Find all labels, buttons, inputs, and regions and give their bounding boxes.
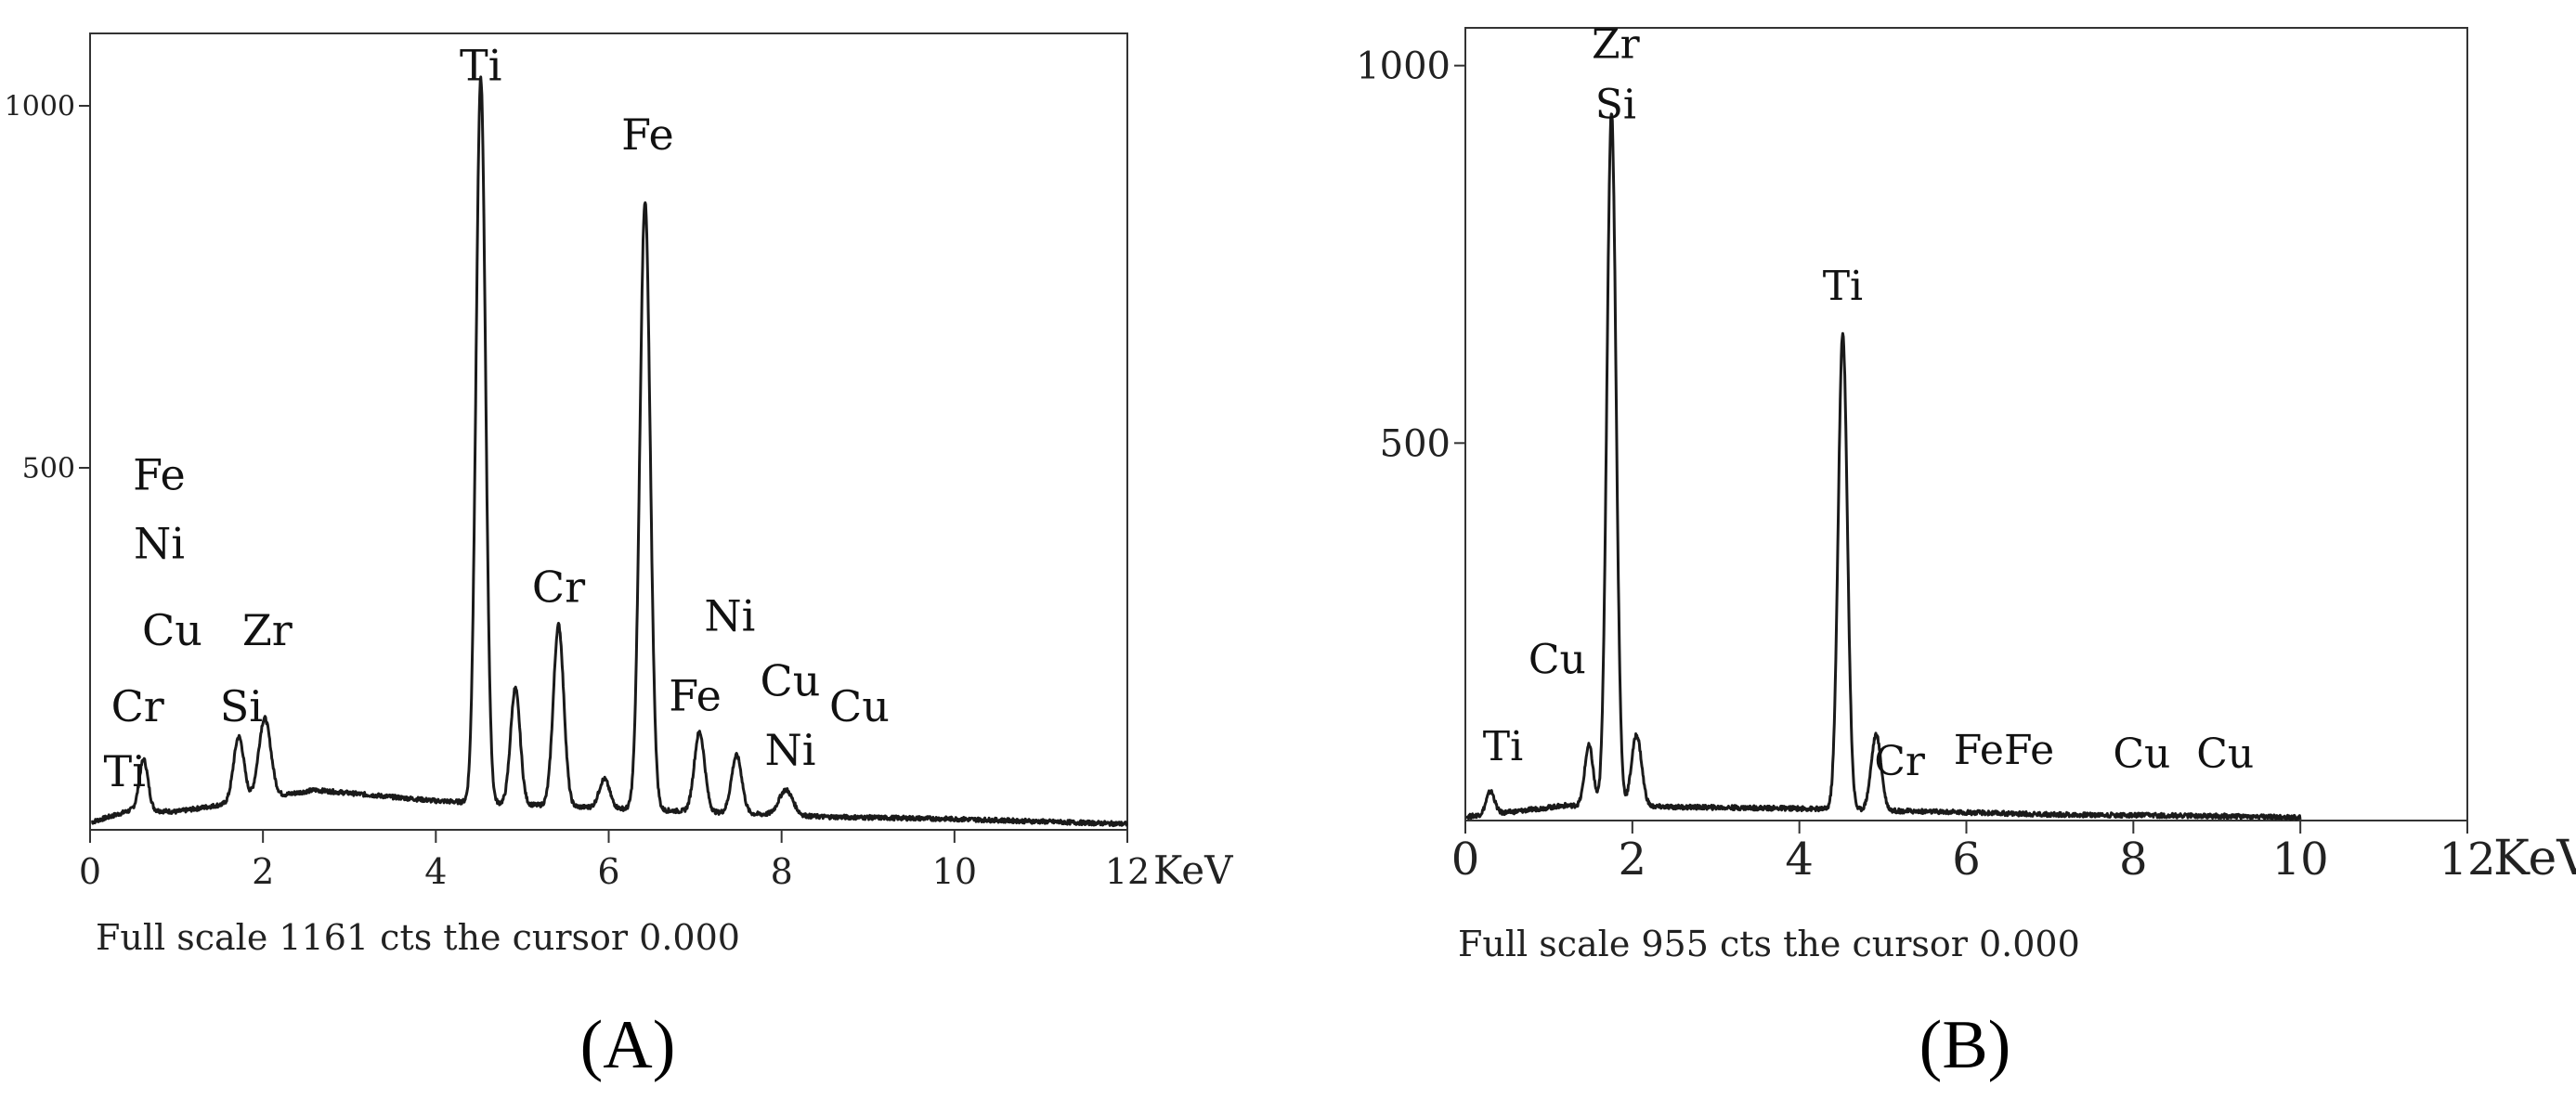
peak-element-label: Ti bbox=[1483, 723, 1523, 770]
x-tick-label: 8 bbox=[2119, 834, 2148, 886]
x-tick-label: 2 bbox=[1619, 834, 1647, 886]
x-tick-label: 8 bbox=[771, 851, 793, 892]
peak-element-label: Cu bbox=[142, 605, 202, 655]
peak-element-label: Fe bbox=[133, 449, 186, 499]
peak-element-label: Si bbox=[220, 681, 263, 731]
spectrum-line bbox=[1465, 112, 2302, 821]
full-scale-caption: Full scale 955 cts the cursor 0.000 bbox=[1458, 924, 2080, 964]
peak-element-label: Cu bbox=[1529, 636, 1586, 683]
peak-element-label: Cu bbox=[829, 681, 890, 731]
peak-element-label: Ni bbox=[704, 591, 755, 641]
peak-element-label: Ti bbox=[460, 41, 501, 91]
panel-label: (A) bbox=[580, 1007, 676, 1083]
y-tick-label: 1000 bbox=[1356, 45, 1451, 88]
peak-element-label: Ni bbox=[134, 519, 185, 569]
x-tick-label: 6 bbox=[597, 851, 619, 892]
peak-element-label: Cu bbox=[2113, 731, 2170, 778]
x-tick-label: 0 bbox=[1451, 834, 1480, 886]
x-axis-unit: KeV bbox=[2493, 831, 2576, 886]
peak-element-label: Fe bbox=[669, 670, 722, 720]
x-axis-unit: KeV bbox=[1153, 847, 1233, 893]
peak-element-label: Fe bbox=[621, 110, 674, 160]
y-tick-label: 500 bbox=[22, 453, 75, 485]
peak-element-label: Zr bbox=[1592, 21, 1641, 69]
panel-label: (B) bbox=[1919, 1007, 2011, 1083]
x-tick-label: 12 bbox=[2439, 834, 2495, 886]
full-scale-caption: Full scale 1161 cts the cursor 0.000 bbox=[96, 917, 740, 958]
x-tick-label: 4 bbox=[1785, 834, 1814, 886]
spectrum-line bbox=[90, 75, 1128, 828]
peak-element-label: Cr bbox=[1874, 738, 1926, 785]
x-tick-label: 6 bbox=[1952, 834, 1981, 886]
peak-element-label: Cu bbox=[761, 656, 821, 706]
y-tick-label: 1000 bbox=[5, 91, 75, 123]
peak-element-label: Cr bbox=[532, 562, 585, 612]
x-tick-label: 12 bbox=[1105, 851, 1150, 892]
y-tick-label: 500 bbox=[1380, 422, 1451, 465]
peak-element-label: Ti bbox=[104, 746, 146, 796]
peak-element-label: Cr bbox=[111, 681, 164, 731]
peak-element-label: Ti bbox=[1823, 263, 1863, 310]
peak-element-label: FeFe bbox=[1954, 727, 2054, 774]
peak-element-label: Ni bbox=[764, 725, 815, 775]
peak-element-label: Zr bbox=[242, 605, 293, 655]
x-tick-label: 10 bbox=[2272, 834, 2329, 886]
x-tick-label: 2 bbox=[252, 851, 274, 892]
x-tick-label: 4 bbox=[424, 851, 447, 892]
peak-element-label: Si bbox=[1595, 82, 1636, 129]
x-tick-label: 10 bbox=[932, 851, 977, 892]
peak-element-label: Cu bbox=[2196, 731, 2254, 778]
x-tick-label: 0 bbox=[79, 851, 101, 892]
